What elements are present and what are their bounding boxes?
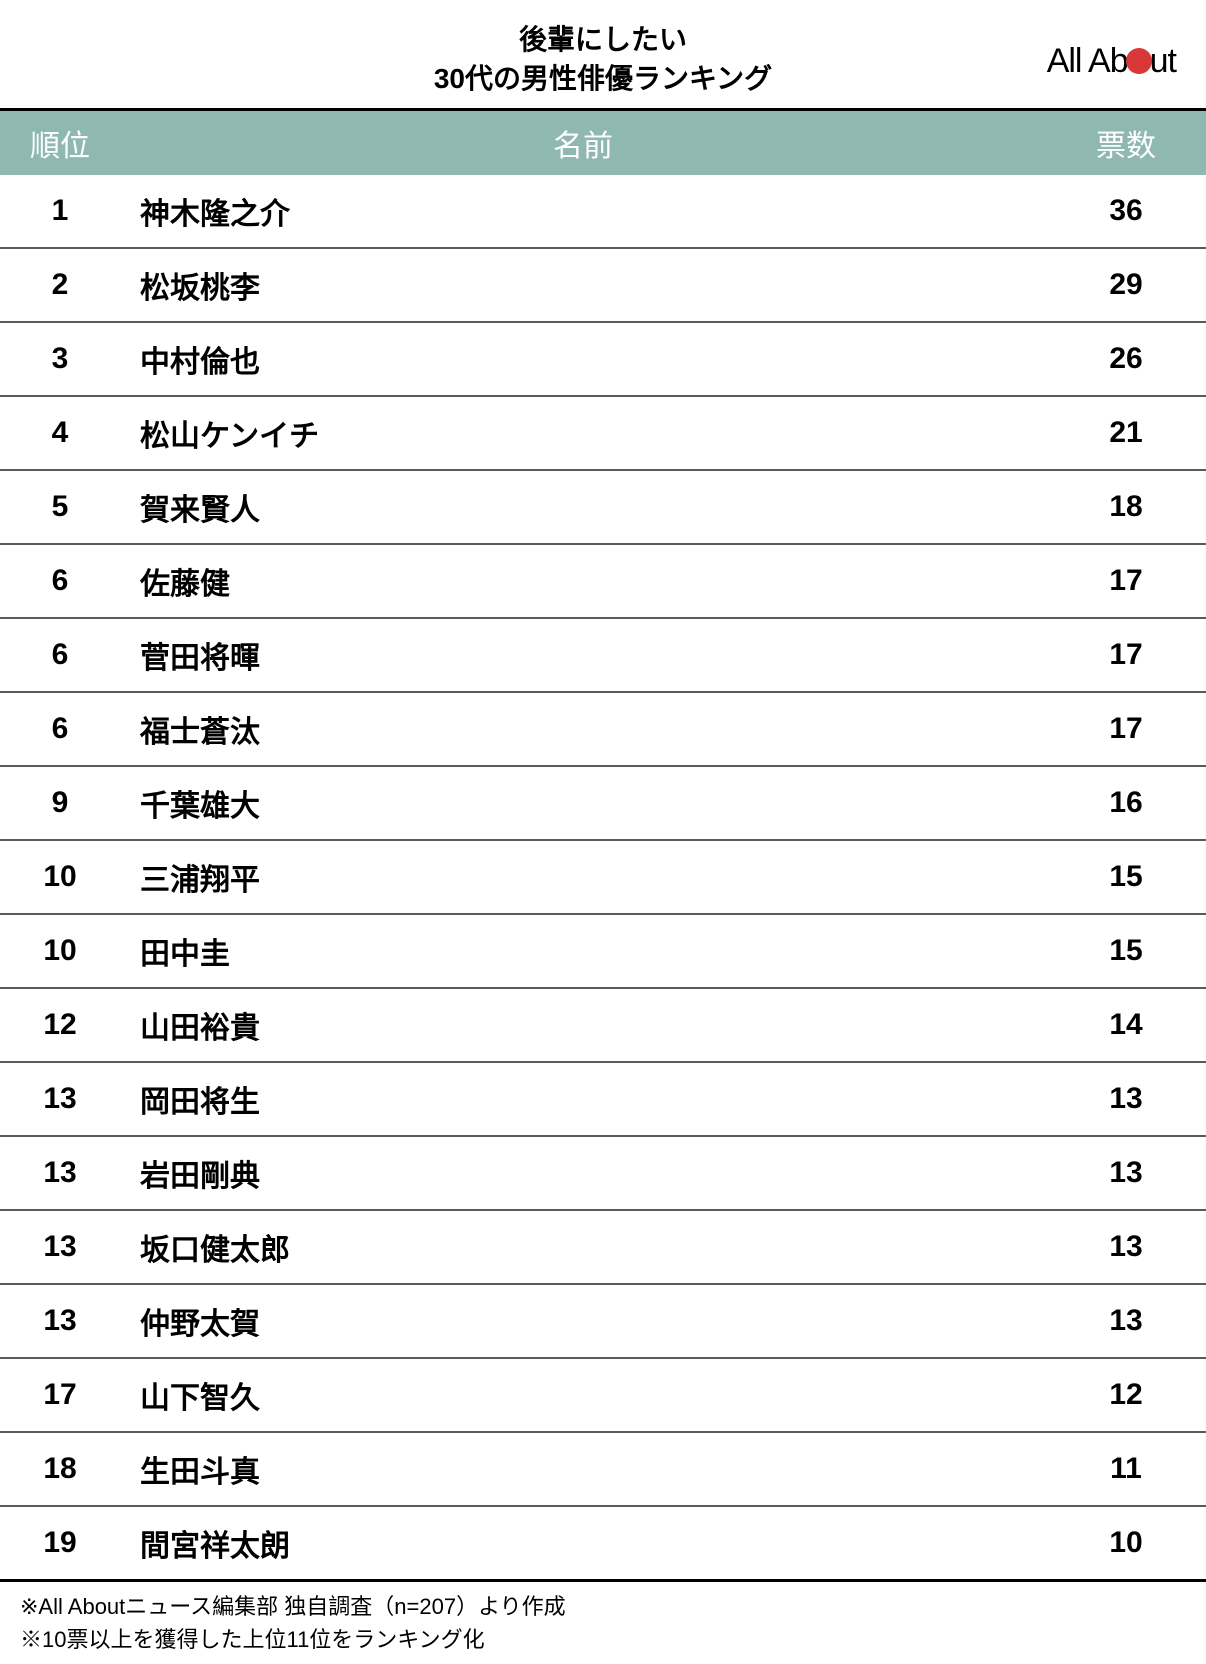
table-row: 13坂口健太郎13: [0, 1211, 1206, 1285]
header-section: 後輩にしたい 30代の男性俳優ランキング: [0, 20, 1206, 111]
cell-votes: 16: [1046, 786, 1206, 820]
cell-name: 間宮祥太朗: [120, 1521, 1046, 1565]
logo-dot-icon: [1126, 48, 1152, 74]
footnote-line-1: ※All Aboutニュース編集部 独自調査（n=207）より作成: [20, 1590, 1186, 1623]
allabout-logo: All Ab ut: [1047, 42, 1176, 81]
cell-rank: 10: [0, 934, 120, 968]
cell-rank: 9: [0, 786, 120, 820]
cell-rank: 13: [0, 1230, 120, 1264]
title-line-1: 後輩にしたい: [30, 20, 1176, 59]
cell-rank: 2: [0, 268, 120, 302]
col-header-votes: 票数: [1046, 121, 1206, 165]
cell-rank: 6: [0, 564, 120, 598]
cell-rank: 6: [0, 638, 120, 672]
cell-votes: 18: [1046, 490, 1206, 524]
cell-rank: 13: [0, 1304, 120, 1338]
cell-votes: 15: [1046, 860, 1206, 894]
cell-votes: 36: [1046, 194, 1206, 228]
cell-name: 松坂桃李: [120, 263, 1046, 307]
table-row: 5賀来賢人18: [0, 471, 1206, 545]
cell-rank: 13: [0, 1156, 120, 1190]
cell-rank: 13: [0, 1082, 120, 1116]
table-row: 19間宮祥太朗10: [0, 1507, 1206, 1582]
table-row: 9千葉雄大16: [0, 767, 1206, 841]
ranking-container: 後輩にしたい 30代の男性俳優ランキング All Ab ut 順位 名前 票数 1…: [0, 0, 1206, 1664]
table-row: 2松坂桃李29: [0, 249, 1206, 323]
cell-name: 三浦翔平: [120, 855, 1046, 899]
table-row: 12山田裕貴14: [0, 989, 1206, 1063]
cell-votes: 11: [1046, 1452, 1206, 1486]
table-row: 1神木隆之介36: [0, 175, 1206, 249]
cell-rank: 4: [0, 416, 120, 450]
cell-name: 神木隆之介: [120, 189, 1046, 233]
table-row: 3中村倫也26: [0, 323, 1206, 397]
cell-votes: 13: [1046, 1156, 1206, 1190]
cell-name: 佐藤健: [120, 559, 1046, 603]
cell-votes: 13: [1046, 1230, 1206, 1264]
table-row: 6菅田将暉17: [0, 619, 1206, 693]
cell-name: 坂口健太郎: [120, 1225, 1046, 1269]
cell-rank: 12: [0, 1008, 120, 1042]
cell-rank: 19: [0, 1526, 120, 1560]
cell-name: 中村倫也: [120, 337, 1046, 381]
cell-votes: 29: [1046, 268, 1206, 302]
footnote-line-2: ※10票以上を獲得した上位11位をランキング化: [20, 1623, 1186, 1656]
cell-name: 仲野太賀: [120, 1299, 1046, 1343]
table-row: 10田中圭15: [0, 915, 1206, 989]
cell-name: 生田斗真: [120, 1447, 1046, 1491]
table-row: 6佐藤健17: [0, 545, 1206, 619]
cell-votes: 12: [1046, 1378, 1206, 1412]
cell-name: 賀来賢人: [120, 485, 1046, 529]
table-row: 13仲野太賀13: [0, 1285, 1206, 1359]
cell-name: 菅田将暉: [120, 633, 1046, 677]
cell-name: 山下智久: [120, 1373, 1046, 1417]
cell-name: 田中圭: [120, 929, 1046, 973]
logo-text-after: ut: [1150, 42, 1176, 80]
cell-votes: 13: [1046, 1082, 1206, 1116]
footnotes: ※All Aboutニュース編集部 独自調査（n=207）より作成 ※10票以上…: [0, 1582, 1206, 1664]
table-row: 6福士蒼汰17: [0, 693, 1206, 767]
cell-rank: 3: [0, 342, 120, 376]
cell-votes: 21: [1046, 416, 1206, 450]
logo-text-before: All Ab: [1047, 42, 1128, 80]
table-row: 17山下智久12: [0, 1359, 1206, 1433]
title-line-2: 30代の男性俳優ランキング: [30, 59, 1176, 98]
cell-name: 岩田剛典: [120, 1151, 1046, 1195]
cell-name: 千葉雄大: [120, 781, 1046, 825]
cell-votes: 26: [1046, 342, 1206, 376]
table-row: 13岩田剛典13: [0, 1137, 1206, 1211]
table-header: 順位 名前 票数: [0, 111, 1206, 175]
cell-name: 山田裕貴: [120, 1003, 1046, 1047]
header-wrap: 後輩にしたい 30代の男性俳優ランキング All Ab ut: [0, 20, 1206, 111]
col-header-name: 名前: [120, 121, 1046, 165]
cell-name: 福士蒼汰: [120, 707, 1046, 751]
col-header-rank: 順位: [0, 121, 120, 165]
table-body: 1神木隆之介362松坂桃李293中村倫也264松山ケンイチ215賀来賢人186佐…: [0, 175, 1206, 1582]
table-row: 10三浦翔平15: [0, 841, 1206, 915]
cell-name: 岡田将生: [120, 1077, 1046, 1121]
table-row: 18生田斗真11: [0, 1433, 1206, 1507]
cell-votes: 14: [1046, 1008, 1206, 1042]
cell-rank: 18: [0, 1452, 120, 1486]
title-block: 後輩にしたい 30代の男性俳優ランキング: [30, 20, 1176, 98]
table-row: 13岡田将生13: [0, 1063, 1206, 1137]
cell-votes: 13: [1046, 1304, 1206, 1338]
cell-votes: 17: [1046, 564, 1206, 598]
cell-rank: 5: [0, 490, 120, 524]
cell-rank: 6: [0, 712, 120, 746]
cell-rank: 10: [0, 860, 120, 894]
table-row: 4松山ケンイチ21: [0, 397, 1206, 471]
cell-votes: 15: [1046, 934, 1206, 968]
cell-votes: 17: [1046, 638, 1206, 672]
cell-rank: 1: [0, 194, 120, 228]
cell-rank: 17: [0, 1378, 120, 1412]
cell-name: 松山ケンイチ: [120, 411, 1046, 455]
cell-votes: 10: [1046, 1526, 1206, 1560]
cell-votes: 17: [1046, 712, 1206, 746]
